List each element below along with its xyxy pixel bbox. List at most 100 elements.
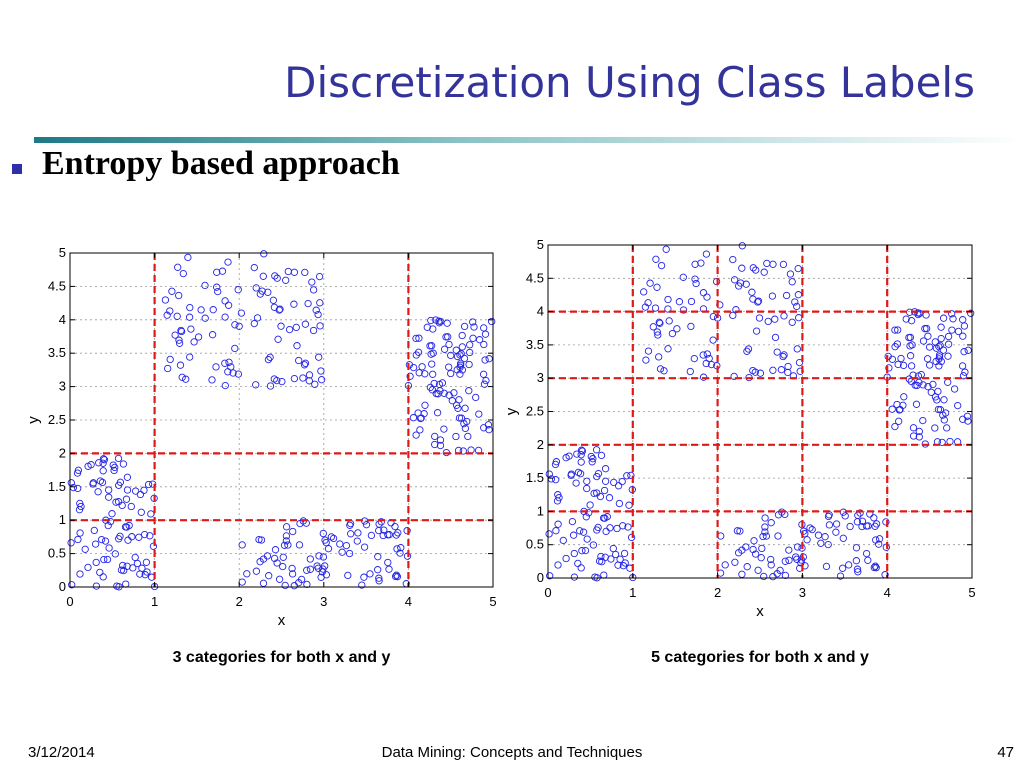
data-point <box>141 571 149 579</box>
data-point <box>221 359 229 367</box>
data-point <box>871 562 879 570</box>
data-point <box>555 494 563 502</box>
data-point <box>937 323 945 331</box>
x-tick-label: 3 <box>320 594 327 609</box>
data-point <box>237 309 246 317</box>
data-point <box>229 369 237 377</box>
data-point <box>600 571 608 579</box>
footer-title: Data Mining: Concepts and Techniques <box>381 744 643 761</box>
data-point <box>767 519 775 527</box>
data-point <box>375 574 383 582</box>
data-point <box>935 362 943 370</box>
data-point <box>234 286 242 294</box>
data-point <box>135 533 143 541</box>
data-point <box>732 306 740 314</box>
data-point <box>429 370 437 378</box>
data-point <box>893 340 902 348</box>
y-tick-label: 1 <box>59 512 66 527</box>
data-point <box>315 552 323 560</box>
data-point <box>788 278 796 286</box>
data-point <box>964 417 972 425</box>
data-point <box>76 529 84 537</box>
data-point <box>289 527 297 536</box>
data-point <box>221 297 229 305</box>
data-point <box>263 552 272 560</box>
data-point <box>450 389 458 397</box>
data-point <box>657 261 666 270</box>
data-point <box>360 573 368 581</box>
data-point <box>607 555 615 563</box>
data-point <box>314 310 322 319</box>
data-point <box>280 541 289 549</box>
data-point <box>948 326 956 334</box>
data-point <box>578 547 586 555</box>
data-point <box>99 467 107 475</box>
y-tick-label: 2.5 <box>526 404 544 419</box>
data-point <box>212 363 220 371</box>
data-point <box>322 538 330 547</box>
data-point <box>777 366 786 374</box>
y-tick-label: 4.5 <box>526 270 544 285</box>
data-point <box>84 563 92 572</box>
data-point <box>448 397 456 405</box>
data-point <box>440 425 448 433</box>
x-tick-label: 0 <box>544 585 551 600</box>
data-point <box>213 283 221 291</box>
data-point <box>317 367 325 375</box>
data-point <box>785 556 793 564</box>
data-point <box>164 364 172 373</box>
data-point <box>891 422 899 431</box>
data-point <box>938 438 946 447</box>
data-point <box>131 553 139 562</box>
data-point <box>619 562 628 570</box>
data-point <box>177 327 186 336</box>
data-point <box>736 279 745 287</box>
data-point <box>96 477 104 485</box>
y-tick-label: 4 <box>59 312 66 327</box>
data-point <box>570 573 579 581</box>
data-point <box>394 529 402 537</box>
data-point <box>427 342 436 350</box>
data-point <box>445 391 453 399</box>
data-point <box>190 338 198 346</box>
data-point <box>259 272 267 280</box>
data-point <box>738 264 746 272</box>
data-point <box>342 541 351 550</box>
data-point <box>894 360 902 369</box>
data-point <box>729 311 737 320</box>
data-point <box>609 544 617 553</box>
data-point <box>909 432 918 440</box>
data-point <box>782 291 791 300</box>
data-point <box>915 427 923 436</box>
data-point <box>303 580 311 589</box>
data-point <box>576 527 584 535</box>
data-point <box>786 270 795 278</box>
data-point <box>282 532 291 540</box>
data-point <box>208 331 217 339</box>
data-point <box>295 356 303 365</box>
data-point <box>414 409 422 417</box>
data-point <box>906 352 915 360</box>
data-point <box>601 477 610 485</box>
data-point <box>485 355 493 363</box>
data-point <box>780 351 788 359</box>
data-point <box>385 565 393 573</box>
data-point <box>479 370 488 378</box>
data-point <box>924 383 932 391</box>
data-point <box>231 321 239 329</box>
data-point <box>277 322 285 330</box>
data-point <box>221 381 229 390</box>
data-point <box>907 317 916 325</box>
chart-caption-left: 3 categories for both x and y <box>172 649 391 666</box>
data-point <box>271 272 279 280</box>
y-axis-label: y <box>25 416 42 424</box>
data-point <box>435 317 443 325</box>
footer-page-number: 47 <box>997 744 1014 761</box>
data-point <box>914 309 922 317</box>
data-point <box>581 546 590 555</box>
data-point <box>431 432 439 441</box>
data-point <box>264 355 273 364</box>
data-point <box>825 521 834 529</box>
data-point <box>950 385 959 393</box>
data-point <box>384 558 392 567</box>
